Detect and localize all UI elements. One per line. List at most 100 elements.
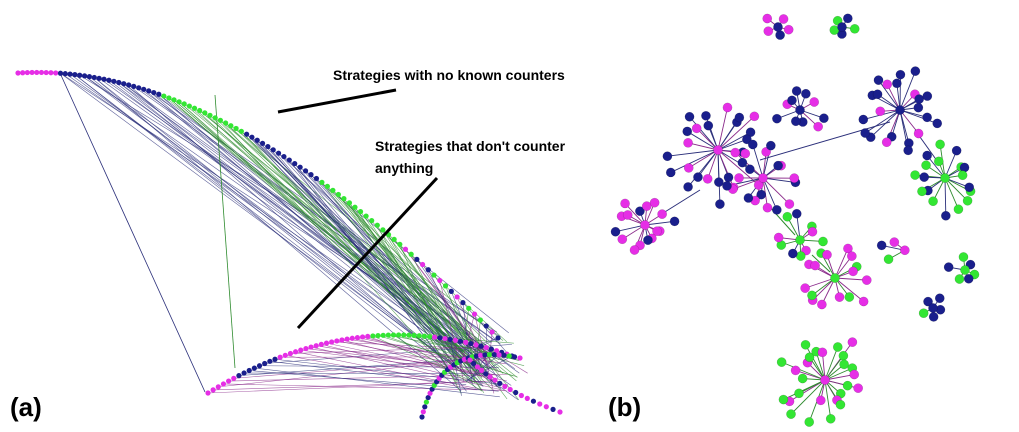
arc-edge — [439, 337, 502, 390]
strategy-node — [922, 112, 932, 123]
strategy-node — [918, 308, 929, 319]
strategy-node — [233, 125, 239, 132]
graph-edge — [811, 254, 831, 273]
strategy-node — [787, 248, 798, 259]
strategy-node — [778, 14, 789, 24]
strategy-node — [496, 352, 502, 358]
graph-edge — [815, 351, 826, 381]
strategy-node — [81, 73, 88, 79]
graph-edge — [824, 379, 859, 389]
strategy-node — [822, 249, 832, 260]
strategy-node — [762, 202, 773, 213]
graph-edge — [944, 177, 959, 210]
strategy-node — [369, 217, 375, 224]
strategy-node — [323, 340, 330, 346]
strategy-node — [640, 220, 650, 230]
strategy-node — [892, 78, 902, 89]
arc-edge — [283, 156, 483, 350]
strategy-node — [402, 246, 409, 252]
strategy-node — [20, 70, 26, 76]
strategy-node — [506, 353, 512, 359]
strategy-node — [617, 234, 628, 245]
strategy-node — [787, 95, 797, 106]
strategy-node — [72, 72, 78, 78]
graph-edge — [696, 128, 719, 151]
graph-edge — [789, 379, 826, 402]
graph-edge — [717, 138, 748, 151]
strategy-node — [683, 182, 693, 192]
strategy-node — [486, 352, 493, 358]
strategy-node — [818, 236, 828, 247]
strategy-node — [346, 200, 353, 206]
strategy-node — [810, 260, 820, 271]
strategy-node — [740, 148, 751, 159]
strategy-node — [228, 123, 234, 129]
strategy-node — [899, 245, 910, 256]
strategy-node — [205, 390, 211, 396]
strategy-node — [830, 273, 840, 283]
strategy-node — [517, 355, 523, 361]
graph-edge — [762, 177, 796, 183]
strategy-node — [876, 240, 887, 251]
strategy-node — [53, 70, 59, 76]
arc-edge — [269, 361, 467, 386]
arc-edge — [128, 84, 448, 365]
strategy-node — [910, 66, 921, 77]
graph-edge — [687, 142, 719, 151]
strategy-node — [447, 336, 453, 342]
strategy-node — [303, 345, 309, 352]
strategy-node — [758, 173, 768, 183]
strategy-node — [790, 365, 801, 376]
strategy-node — [940, 173, 950, 183]
strategy-node — [390, 332, 397, 338]
strategy-node — [964, 182, 975, 193]
strategy-node — [790, 116, 801, 127]
strategy-node — [849, 369, 860, 380]
graph-edge — [805, 344, 826, 381]
strategy-node — [714, 177, 724, 188]
strategy-node — [763, 26, 774, 37]
strategy-node — [550, 406, 556, 412]
graph-edge — [824, 367, 853, 381]
strategy-node — [391, 236, 397, 243]
arc-edge — [466, 352, 502, 382]
arc-edge — [158, 94, 482, 377]
strategy-node — [397, 241, 403, 247]
strategy-node — [657, 209, 667, 219]
arc-edge — [274, 358, 509, 386]
strategy-node — [429, 386, 435, 392]
strategy-node — [835, 399, 846, 410]
strategy-node — [111, 78, 117, 84]
strategy-node — [335, 191, 341, 198]
strategy-node — [497, 380, 503, 386]
strategy-node — [423, 399, 429, 405]
strategy-node — [478, 367, 485, 373]
strategy-node — [57, 70, 64, 76]
strategy-node — [116, 79, 122, 86]
strategy-node — [883, 254, 894, 265]
strategy-node — [454, 294, 460, 300]
strategy-node — [842, 13, 853, 24]
strategy-node — [771, 205, 782, 215]
arc-edge — [383, 335, 471, 366]
strategy-node — [832, 342, 843, 352]
strategy-node — [722, 181, 732, 191]
strategy-node — [765, 140, 776, 151]
arc-edge — [295, 351, 487, 391]
strategy-node — [844, 292, 855, 302]
strategy-node — [385, 332, 391, 338]
strategy-node — [277, 354, 283, 360]
panel-a-edges — [59, 72, 528, 401]
strategy-node — [471, 360, 477, 367]
graph-edge — [781, 361, 826, 381]
strategy-node — [448, 288, 454, 294]
strategy-node — [349, 335, 355, 341]
strategy-node — [928, 303, 938, 313]
annotation-pointer-no-counters — [277, 88, 397, 114]
strategy-node — [804, 352, 815, 363]
graph-edge — [615, 224, 646, 233]
strategy-node — [302, 168, 309, 174]
strategy-node — [319, 179, 325, 185]
strategy-node — [48, 70, 54, 76]
strategy-node — [762, 13, 773, 24]
